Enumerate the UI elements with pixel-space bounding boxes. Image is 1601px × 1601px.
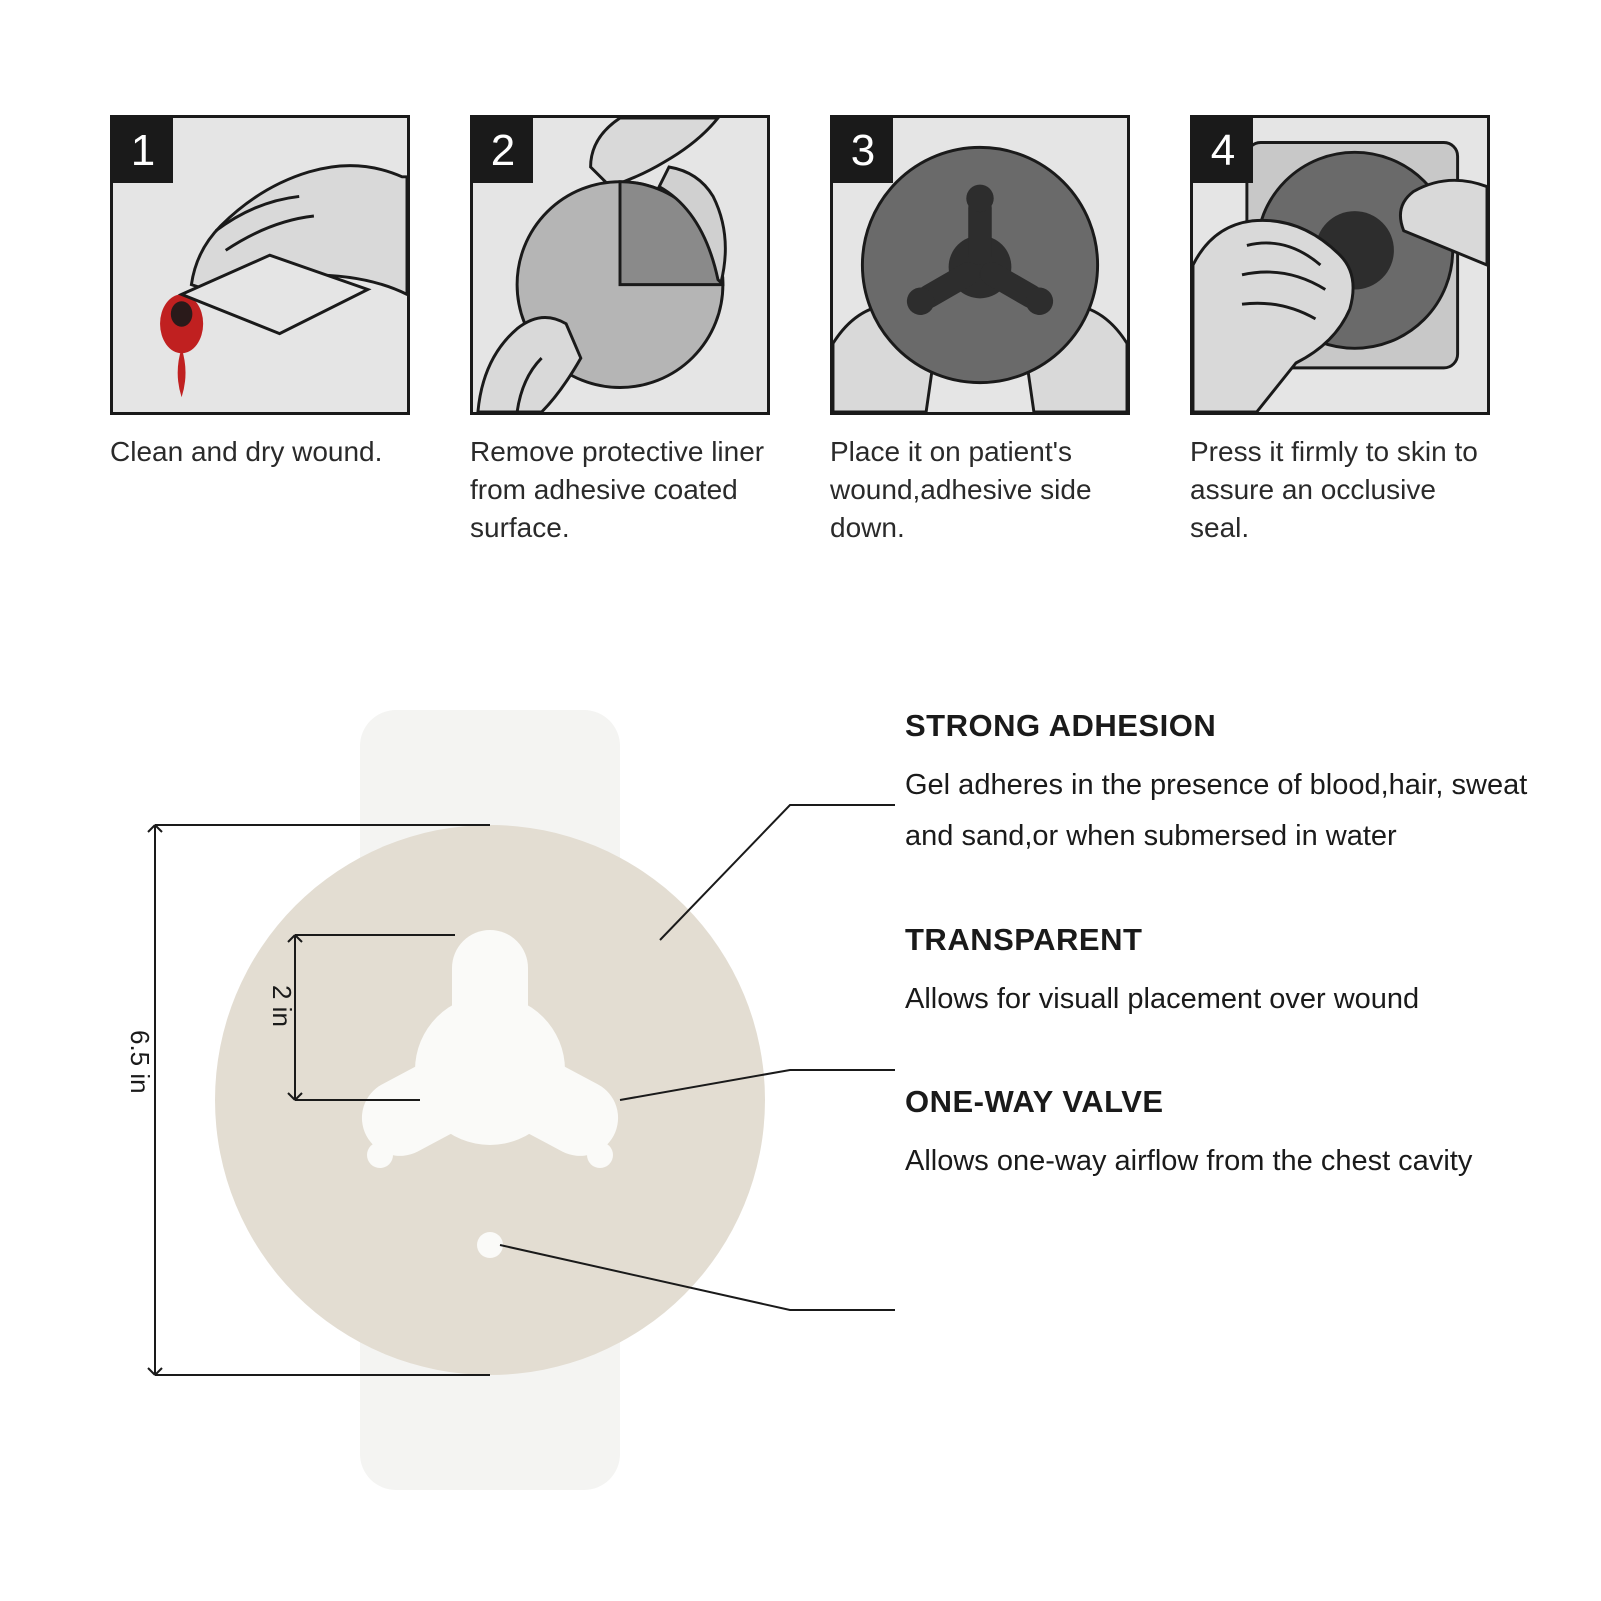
- dim-overall-label: 6.5 in: [124, 1030, 155, 1094]
- step-3: 3 Place it on patient's wound,adhesive s…: [830, 115, 1130, 546]
- callout-transparent: TRANSPARENT Allows for visuall placement…: [905, 922, 1545, 1025]
- product-diagram: 6.5 in 2 in STRONG ADHESION Gel adheres …: [0, 680, 1601, 1580]
- callout-transparent-body: Allows for visuall placement over wound: [905, 974, 1545, 1025]
- callout-valve-title: ONE-WAY VALVE: [905, 1084, 1545, 1120]
- callout-adhesion-body: Gel adheres in the presence of blood,hai…: [905, 760, 1545, 862]
- step-2: 2 Remove protective liner from adhesive …: [470, 115, 770, 546]
- step-1-number: 1: [113, 118, 173, 183]
- step-4-illustration: 4: [1190, 115, 1490, 415]
- step-2-number: 2: [473, 118, 533, 183]
- step-2-caption: Remove protective liner from adhesive co…: [470, 433, 770, 546]
- callout-adhesion: STRONG ADHESION Gel adheres in the prese…: [905, 708, 1545, 862]
- step-3-caption: Place it on patient's wound,adhesive sid…: [830, 433, 1130, 546]
- step-3-number: 3: [833, 118, 893, 183]
- step-1: 1 Clean and dry wound.: [110, 115, 410, 546]
- step-4-caption: Press it firmly to skin to assure an occ…: [1190, 433, 1490, 546]
- step-4: 4 Press it firmly to skin to assure an o…: [1190, 115, 1490, 546]
- callouts: STRONG ADHESION Gel adheres in the prese…: [905, 680, 1545, 1247]
- steps-row: 1 Clean and dry wound. 2 Remove protecti…: [110, 115, 1490, 546]
- callout-adhesion-title: STRONG ADHESION: [905, 708, 1545, 744]
- step-2-illustration: 2: [470, 115, 770, 415]
- dim-valve-label: 2 in: [266, 985, 297, 1027]
- step-1-illustration: 1: [110, 115, 410, 415]
- callout-transparent-title: TRANSPARENT: [905, 922, 1545, 958]
- step-3-illustration: 3: [830, 115, 1130, 415]
- callout-valve-body: Allows one-way airflow from the chest ca…: [905, 1136, 1545, 1187]
- step-1-caption: Clean and dry wound.: [110, 433, 410, 471]
- callout-valve: ONE-WAY VALVE Allows one-way airflow fro…: [905, 1084, 1545, 1187]
- step-4-number: 4: [1193, 118, 1253, 183]
